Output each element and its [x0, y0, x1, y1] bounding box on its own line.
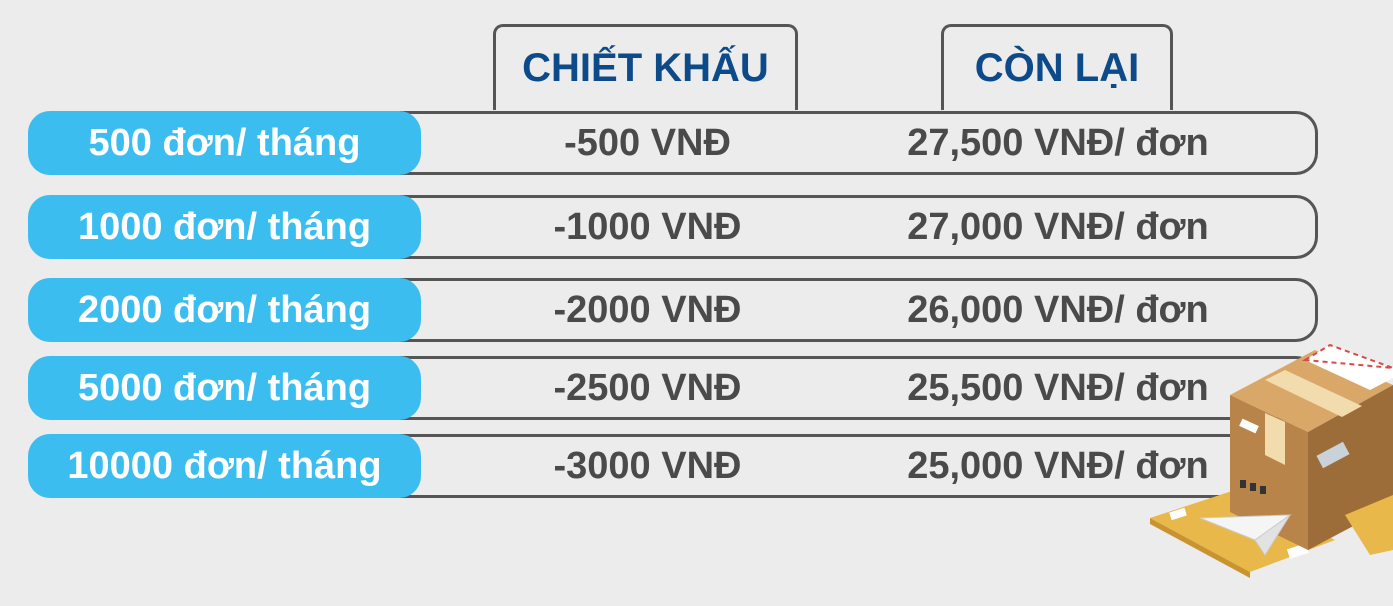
row-frame [388, 278, 1318, 342]
tier-pill: 5000 đơn/ tháng [28, 356, 421, 420]
remaining-value: 25,000 VNĐ/ đơn [907, 444, 1209, 487]
row-frame [388, 111, 1318, 175]
tier-pill: 10000 đơn/ tháng [28, 434, 421, 498]
discount-value: -3000 VNĐ [553, 444, 742, 487]
row-frame [388, 195, 1318, 259]
remaining-value: 27,000 VNĐ/ đơn [907, 205, 1209, 248]
discount-header-label: CHIẾT KHẤU [522, 46, 769, 90]
remaining-header-label: CÒN LẠI [974, 46, 1140, 90]
remaining-value: 27,500 VNĐ/ đơn [907, 121, 1209, 164]
remaining-column-header: CÒN LẠI [941, 24, 1173, 110]
package-illustration [1150, 343, 1393, 578]
tier-pill: 500 đơn/ tháng [28, 111, 421, 175]
tier-pill: 2000 đơn/ tháng [28, 278, 421, 342]
discount-value: -2500 VNĐ [553, 366, 742, 409]
discount-value: -2000 VNĐ [553, 288, 742, 331]
envelope-icon [1345, 495, 1393, 555]
remaining-value: 25,500 VNĐ/ đơn [907, 366, 1209, 409]
discount-value: -1000 VNĐ [553, 205, 742, 248]
discount-value: -500 VNĐ [564, 121, 731, 164]
paper-plane-icon [1199, 514, 1292, 556]
remaining-value: 26,000 VNĐ/ đơn [907, 288, 1209, 331]
discount-column-header: CHIẾT KHẤU [493, 24, 798, 110]
tier-pill: 1000 đơn/ tháng [28, 195, 421, 259]
